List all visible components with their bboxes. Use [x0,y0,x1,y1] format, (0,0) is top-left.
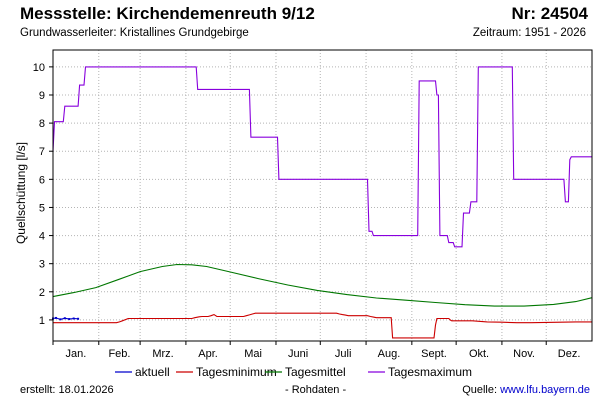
y-tick-label: 9 [39,90,45,102]
station-number: Nr: 24504 [511,4,588,23]
x-tick-label: Sept. [421,348,447,360]
data-point-aktuell [72,317,75,320]
y-tick-label: 2 [39,287,45,299]
x-tick-label: Feb. [108,348,130,360]
data-type-note: - Rohdaten - [285,384,347,396]
y-ticks: 1 2 3 4 5 6 7 8 9 10 [33,62,53,327]
y-tick-label: 4 [39,231,45,243]
x-tick-label: Okt. [469,348,489,360]
x-tick-label: Juni [288,348,308,360]
source-info: Quelle: www.lfu.bayern.de [462,384,590,396]
grid [53,50,592,341]
x-tick-label: Jan. [65,348,86,360]
chart-subtitle: Grundwasserleiter: Kristallines Grundgeb… [20,27,249,39]
y-tick-label: 6 [39,174,45,186]
x-ticks: Jan. Feb. Mrz. Apr. Mai Juni Juli Aug. Sept. Okt.… [52,341,581,360]
x-tick-label: Dez. [558,348,581,360]
created-date: 18.01.2026 [58,384,114,396]
x-tick-label: Nov. [513,348,535,360]
data-point-aktuell [54,316,57,319]
legend-label-tagesminimum: Tagesminimum [196,365,277,379]
legend-label-aktuell: aktuell [135,365,170,379]
y-tick-label: 3 [39,259,45,271]
x-tick-label: Juli [335,348,352,360]
y-tick-label: 10 [33,62,45,74]
data-point-aktuell [77,317,80,320]
data-point-aktuell [63,317,66,320]
series-layer [52,66,593,339]
data-point-aktuell [68,318,71,321]
x-tick-label: Aug. [378,348,401,360]
series-line-tagesmittel [52,263,593,307]
plot-frame [52,49,593,342]
data-point-aktuell [59,318,62,321]
y-tick-label: 5 [39,202,45,214]
time-period: Zeitraum: 1951 - 2026 [472,27,586,39]
source-label: Quelle: [462,384,498,396]
series-line-tagesminimum [53,312,592,339]
x-tick-label: Mai [244,348,262,360]
x-tick-label: Apr. [198,348,218,360]
y-tick-label: 1 [39,315,45,327]
y-axis-label: Quellschüttung [l/s] [14,142,28,244]
series-line-tagesmaximum [52,66,592,248]
x-tick-label: Mrz. [152,348,173,360]
legend-label-tagesmaximum: Tagesmaximum [388,365,472,379]
legend-label-tagesmittel: Tagesmittel [285,365,346,379]
y-tick-label: 7 [39,146,45,158]
y-tick-label: 8 [39,118,45,130]
created-info: erstellt: 18.01.2026 [20,384,114,396]
chart-title: Messstelle: Kirchendemenreuth 9/12 [20,4,315,23]
legend: aktuell Tagesminimum Tagesmittel Tagesmaxim… [115,365,472,379]
source-link[interactable]: www.lfu.bayern.de [500,384,590,396]
created-label: erstellt: [20,384,56,396]
